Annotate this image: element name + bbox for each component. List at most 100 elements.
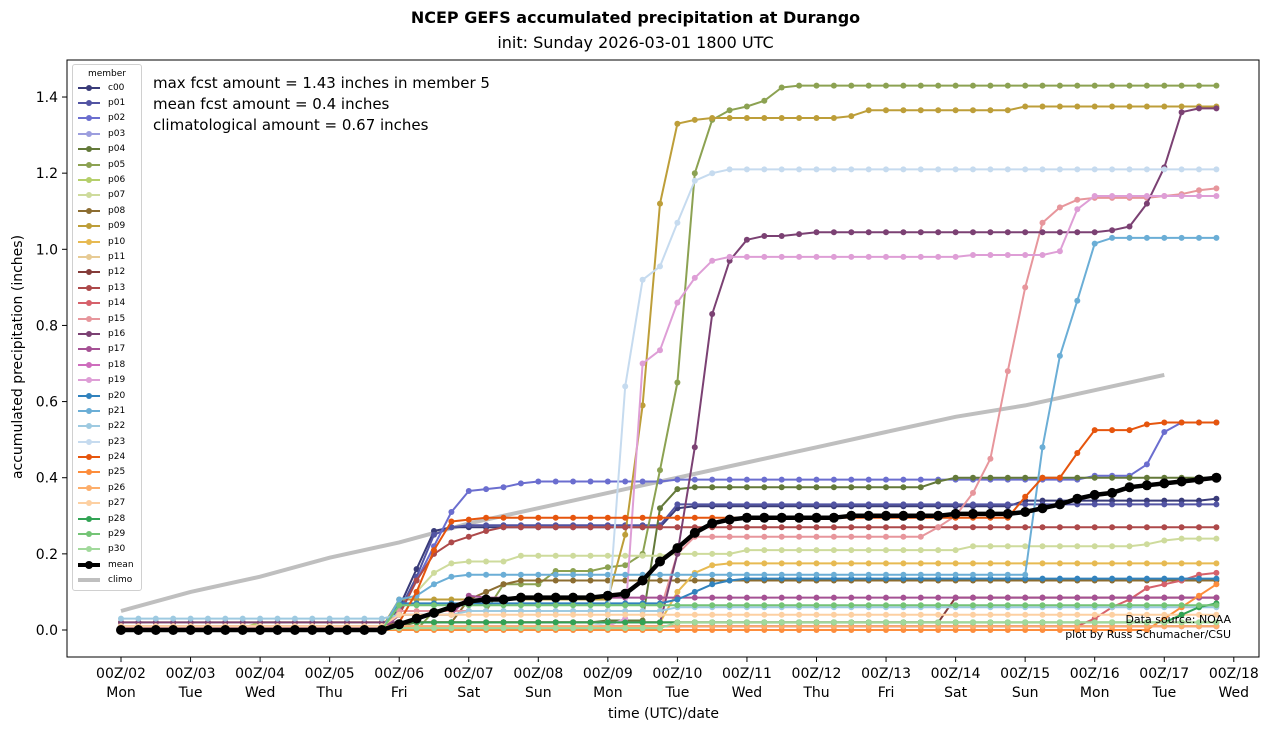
legend-swatch — [78, 484, 100, 492]
data-point-p10 — [1213, 560, 1220, 567]
data-point-p13 — [1196, 524, 1202, 531]
data-point-p27 — [1039, 611, 1046, 618]
data-point-mean — [863, 510, 874, 521]
annotation-mean: mean fcst amount = 0.4 inches — [153, 95, 390, 113]
data-point-p01 — [1213, 501, 1220, 508]
data-point-p27 — [657, 611, 663, 618]
data-point-p17 — [1178, 594, 1185, 601]
data-point-p30 — [431, 625, 437, 632]
data-point-p23 — [761, 166, 768, 173]
data-point-p28 — [552, 619, 559, 626]
data-point-p21 — [657, 571, 663, 578]
x-tick-label: 00Z/17 — [1139, 666, 1189, 682]
data-point-p21 — [952, 571, 959, 578]
data-point-p21 — [448, 573, 455, 580]
data-point-p29 — [743, 602, 750, 609]
data-point-p30 — [900, 619, 907, 626]
x-tick-label: 00Z/06 — [374, 666, 424, 682]
data-point-p04 — [883, 484, 889, 491]
data-point-p24 — [1196, 419, 1202, 426]
data-point-p10 — [743, 560, 750, 567]
data-point-p07 — [935, 547, 942, 554]
data-point-p01 — [483, 522, 490, 529]
data-point-p23 — [743, 166, 750, 173]
data-point-p29 — [761, 602, 768, 609]
data-point-p07 — [1109, 543, 1116, 550]
data-point-p05 — [970, 82, 976, 89]
legend-item-mean: mean — [73, 557, 141, 572]
legend-label: p05 — [108, 159, 126, 170]
data-point-p21 — [1056, 352, 1063, 359]
x-tick-label: 00Z/13 — [861, 666, 911, 682]
data-point-p20 — [1056, 575, 1063, 582]
data-point-mean — [828, 512, 839, 523]
data-point-p17 — [761, 594, 768, 601]
data-point-p13 — [900, 524, 907, 531]
data-point-p05 — [883, 82, 889, 89]
data-point-p13 — [465, 533, 472, 540]
data-point-p05 — [952, 82, 959, 89]
data-point-p09 — [709, 115, 716, 121]
data-point-p15 — [709, 533, 716, 540]
data-point-p17 — [970, 594, 976, 601]
data-point-p29 — [726, 602, 733, 609]
data-point-mean — [1124, 482, 1135, 493]
data-point-mean — [429, 607, 439, 618]
data-point-mean — [289, 625, 300, 635]
data-point-p27 — [465, 611, 472, 618]
data-point-mean — [1107, 487, 1118, 498]
data-point-p21 — [1022, 571, 1029, 578]
data-point-p04 — [1074, 474, 1081, 481]
data-point-p27 — [517, 611, 524, 618]
data-point-p27 — [813, 611, 820, 618]
y-tick-label: 1.4 — [36, 90, 58, 106]
data-point-p23 — [848, 166, 855, 173]
data-point-p29 — [935, 602, 942, 609]
data-point-p24 — [1091, 427, 1098, 434]
x-tick-day-label: Sun — [1012, 685, 1039, 701]
data-point-p13 — [1074, 524, 1081, 531]
data-point-p07 — [570, 552, 577, 559]
data-point-p05 — [935, 82, 942, 89]
data-point-p24 — [1178, 419, 1185, 426]
data-point-p30 — [535, 625, 542, 632]
data-point-p21 — [483, 571, 490, 578]
x-tick-day-label: Fri — [878, 685, 895, 701]
data-point-p15 — [1022, 284, 1029, 291]
data-point-p21 — [848, 571, 855, 578]
data-point-p02 — [552, 478, 559, 485]
data-point-p23 — [1109, 166, 1116, 173]
data-point-p27 — [552, 611, 559, 618]
data-point-p29 — [1109, 602, 1116, 609]
legend-swatch — [78, 438, 100, 446]
data-point-p01 — [431, 531, 437, 538]
legend-label: p20 — [108, 390, 126, 401]
data-point-p21 — [970, 571, 976, 578]
data-point-p19 — [657, 347, 663, 354]
data-point-p05 — [900, 82, 907, 89]
x-tick-day-label: Sun — [525, 685, 552, 701]
data-point-p13 — [830, 524, 837, 531]
data-point-p04 — [813, 484, 820, 491]
data-point-p10 — [778, 560, 785, 567]
data-point-p19 — [883, 253, 889, 260]
data-point-p21 — [917, 571, 924, 578]
data-point-p27 — [761, 611, 768, 618]
data-point-mean — [1089, 489, 1100, 500]
data-point-p24 — [1213, 419, 1220, 426]
data-point-p02 — [848, 476, 855, 483]
data-point-p29 — [1022, 602, 1029, 609]
data-point-p08 — [674, 577, 681, 584]
data-point-p07 — [604, 552, 611, 559]
data-point-mean — [985, 508, 996, 519]
data-point-p07 — [1022, 543, 1029, 550]
data-point-p29 — [987, 602, 994, 609]
data-point-p23 — [813, 166, 820, 173]
data-point-p01 — [761, 501, 768, 508]
data-point-p24 — [587, 514, 594, 521]
data-point-p04 — [709, 484, 716, 491]
legend-item-p15: p15 — [73, 311, 141, 326]
data-point-p27 — [483, 611, 490, 618]
data-point-p04 — [987, 474, 994, 481]
